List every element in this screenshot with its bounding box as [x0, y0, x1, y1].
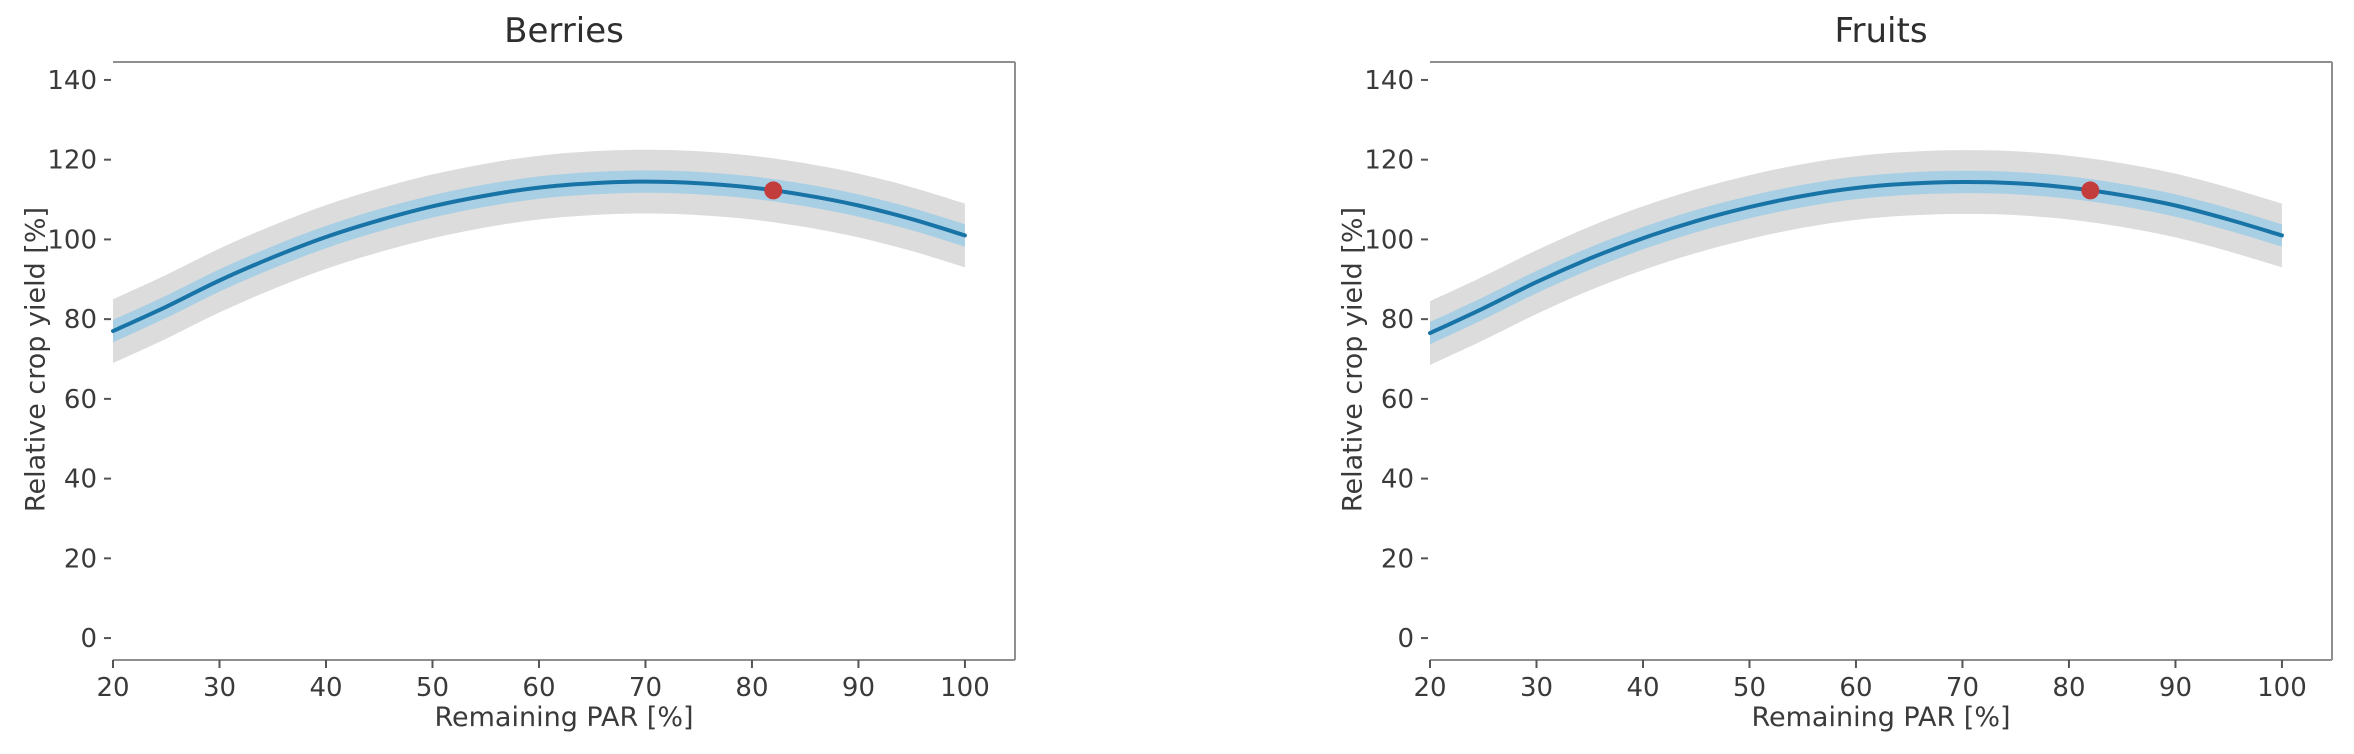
chart-title-berries: Berries: [504, 11, 624, 51]
x-tick-label: 90: [842, 673, 875, 703]
y-tick-label: 20: [64, 544, 97, 574]
chart-title-fruits: Fruits: [1834, 11, 1928, 51]
x-tick-label: 100: [940, 673, 990, 703]
x-tick-label: 20: [1413, 673, 1446, 703]
x-tick-label: 80: [735, 673, 768, 703]
y-tick-label: 120: [1364, 146, 1414, 176]
y-tick-label: 20: [1381, 544, 1414, 574]
y-tick-label: 60: [64, 385, 97, 415]
highlight-point-marker: [2081, 181, 2100, 200]
y-tick-label: 40: [64, 465, 97, 495]
x-axis-label-berries: Remaining PAR [%]: [434, 702, 694, 733]
y-tick-label: 140: [1364, 66, 1414, 96]
x-tick-label: 80: [2052, 673, 2085, 703]
inner-confidence-band: [1430, 170, 2282, 345]
y-axis-label-berries: Relative crop yield [%]: [20, 206, 52, 513]
y-tick-label: 40: [1381, 465, 1414, 495]
y-tick-label: 80: [64, 305, 97, 335]
x-tick-label: 70: [1946, 673, 1979, 703]
x-tick-label: 20: [96, 673, 129, 703]
outer-confidence-band: [113, 149, 965, 363]
y-tick-label: 0: [80, 624, 97, 654]
x-tick-label: 40: [1626, 673, 1659, 703]
y-tick-label: 100: [1364, 225, 1414, 255]
x-tick-label: 50: [416, 673, 449, 703]
x-tick-label: 50: [1733, 673, 1766, 703]
y-axis-label-fruits: Relative crop yield [%]: [1337, 206, 1369, 513]
y-tick-label: 80: [1381, 305, 1414, 335]
x-axis-label-fruits: Remaining PAR [%]: [1751, 702, 2011, 733]
y-tick-label: 60: [1381, 385, 1414, 415]
y-tick-label: 120: [47, 146, 97, 176]
inner-confidence-band: [113, 170, 965, 343]
y-tick-label: 100: [47, 225, 97, 255]
x-tick-label: 90: [2159, 673, 2192, 703]
outer-confidence-band: [1430, 150, 2282, 365]
x-tick-label: 30: [1520, 673, 1553, 703]
x-tick-label: 100: [2257, 673, 2307, 703]
y-tick-label: 140: [47, 66, 97, 96]
x-tick-label: 30: [203, 673, 236, 703]
y-tick-label: 0: [1397, 624, 1414, 654]
trend-line: [111, 179, 967, 334]
trend-line: [1428, 179, 2284, 336]
x-tick-label: 70: [629, 673, 662, 703]
x-tick-label: 60: [1839, 673, 1872, 703]
x-tick-label: 40: [309, 673, 342, 703]
highlight-point-marker: [764, 181, 783, 200]
x-tick-label: 60: [522, 673, 555, 703]
